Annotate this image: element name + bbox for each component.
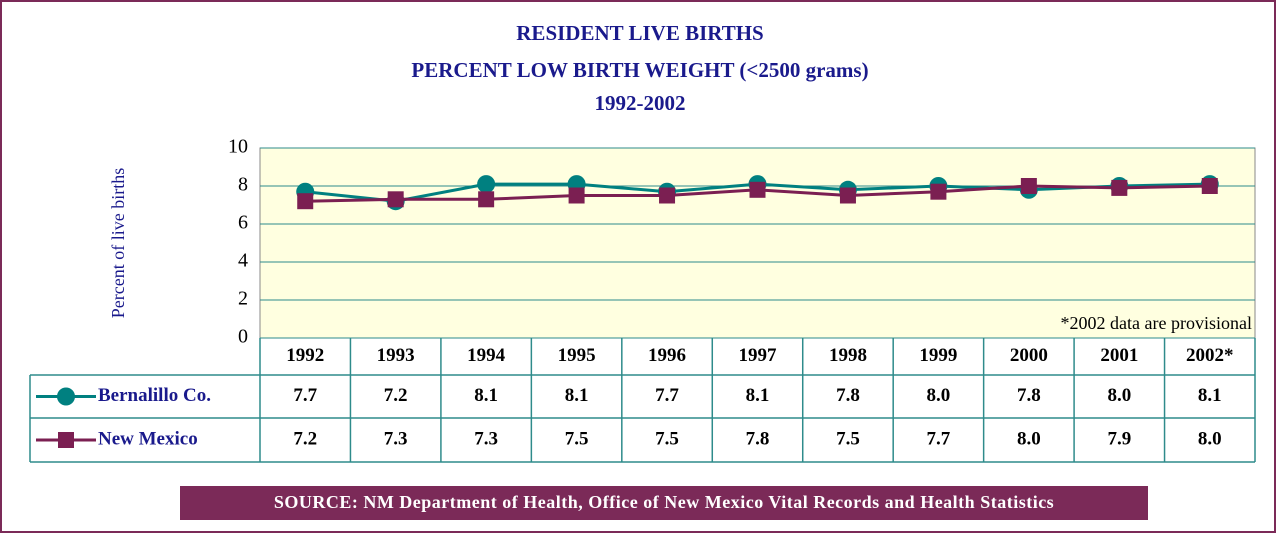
table-value: 8.0 [927,385,951,406]
point [387,191,404,208]
table-value: 8.1 [1198,385,1222,406]
table-value: 8.1 [565,385,589,406]
point [297,193,314,210]
chart-years: 1992-2002 [595,91,686,115]
y-tick-label: 8 [238,174,248,196]
y-tick-label: 0 [238,326,248,348]
y-tick-label: 10 [228,136,248,158]
y-tick-label: 4 [238,250,248,272]
table-value: 7.8 [836,385,860,406]
point [930,183,947,200]
x-tick-label: 1993 [377,345,415,366]
table-value: 7.9 [1107,428,1131,449]
y-tick-label: 6 [238,212,248,234]
table-value: 7.2 [293,428,317,449]
x-tick-label: 2001 [1100,345,1138,366]
table-value: 8.0 [1107,385,1131,406]
table-value: 7.5 [836,428,860,449]
table-value: 7.7 [927,428,951,449]
table-value: 7.8 [746,428,770,449]
y-axis-label: Percent of live births [108,168,128,318]
point [1201,178,1218,194]
point [749,181,766,198]
table-value: 7.3 [474,428,498,449]
legend-marker [57,387,75,406]
x-tick-label: 2002* [1186,345,1234,366]
table-value: 8.0 [1017,428,1041,449]
table-value: 7.7 [293,385,317,406]
table-value: 7.7 [655,385,679,406]
source-box [180,486,1148,520]
source: SOURCE: NM Department of Health, Office … [274,492,1054,512]
legend-marker [58,432,74,448]
x-tick-label: 1992 [286,345,324,366]
point [839,187,856,204]
table-value: 7.2 [384,385,408,406]
x-tick-label: 2000 [1010,345,1048,366]
y-tick-label: 2 [238,288,248,310]
table-value: 8.0 [1198,428,1222,449]
legend-label: New Mexico [98,428,198,449]
table-value: 8.1 [746,385,770,406]
point [568,187,585,204]
point [1020,178,1037,194]
legend-label: Bernalillo Co. [98,385,211,406]
chart-subtitle: PERCENT LOW BIRTH WEIGHT (<2500 grams) [411,58,868,82]
x-tick-label: 1995 [558,345,596,366]
point [477,175,496,194]
table-value: 7.5 [565,428,589,449]
chart-title: RESIDENT LIVE BIRTHS [516,21,763,45]
annotation: *2002 data are provisional [1061,313,1252,333]
table-value: 7.3 [384,428,408,449]
x-tick-label: 1994 [467,345,506,366]
point [1111,179,1128,196]
x-tick-label: 1998 [829,345,867,366]
x-tick-label: 1999 [919,345,957,366]
point [659,187,676,204]
table-value: 8.1 [474,385,498,406]
table-value: 7.5 [655,428,679,449]
point [478,191,495,208]
x-tick-label: 1996 [648,345,686,366]
x-tick-label: 1997 [739,345,778,366]
table-value: 7.8 [1017,385,1041,406]
